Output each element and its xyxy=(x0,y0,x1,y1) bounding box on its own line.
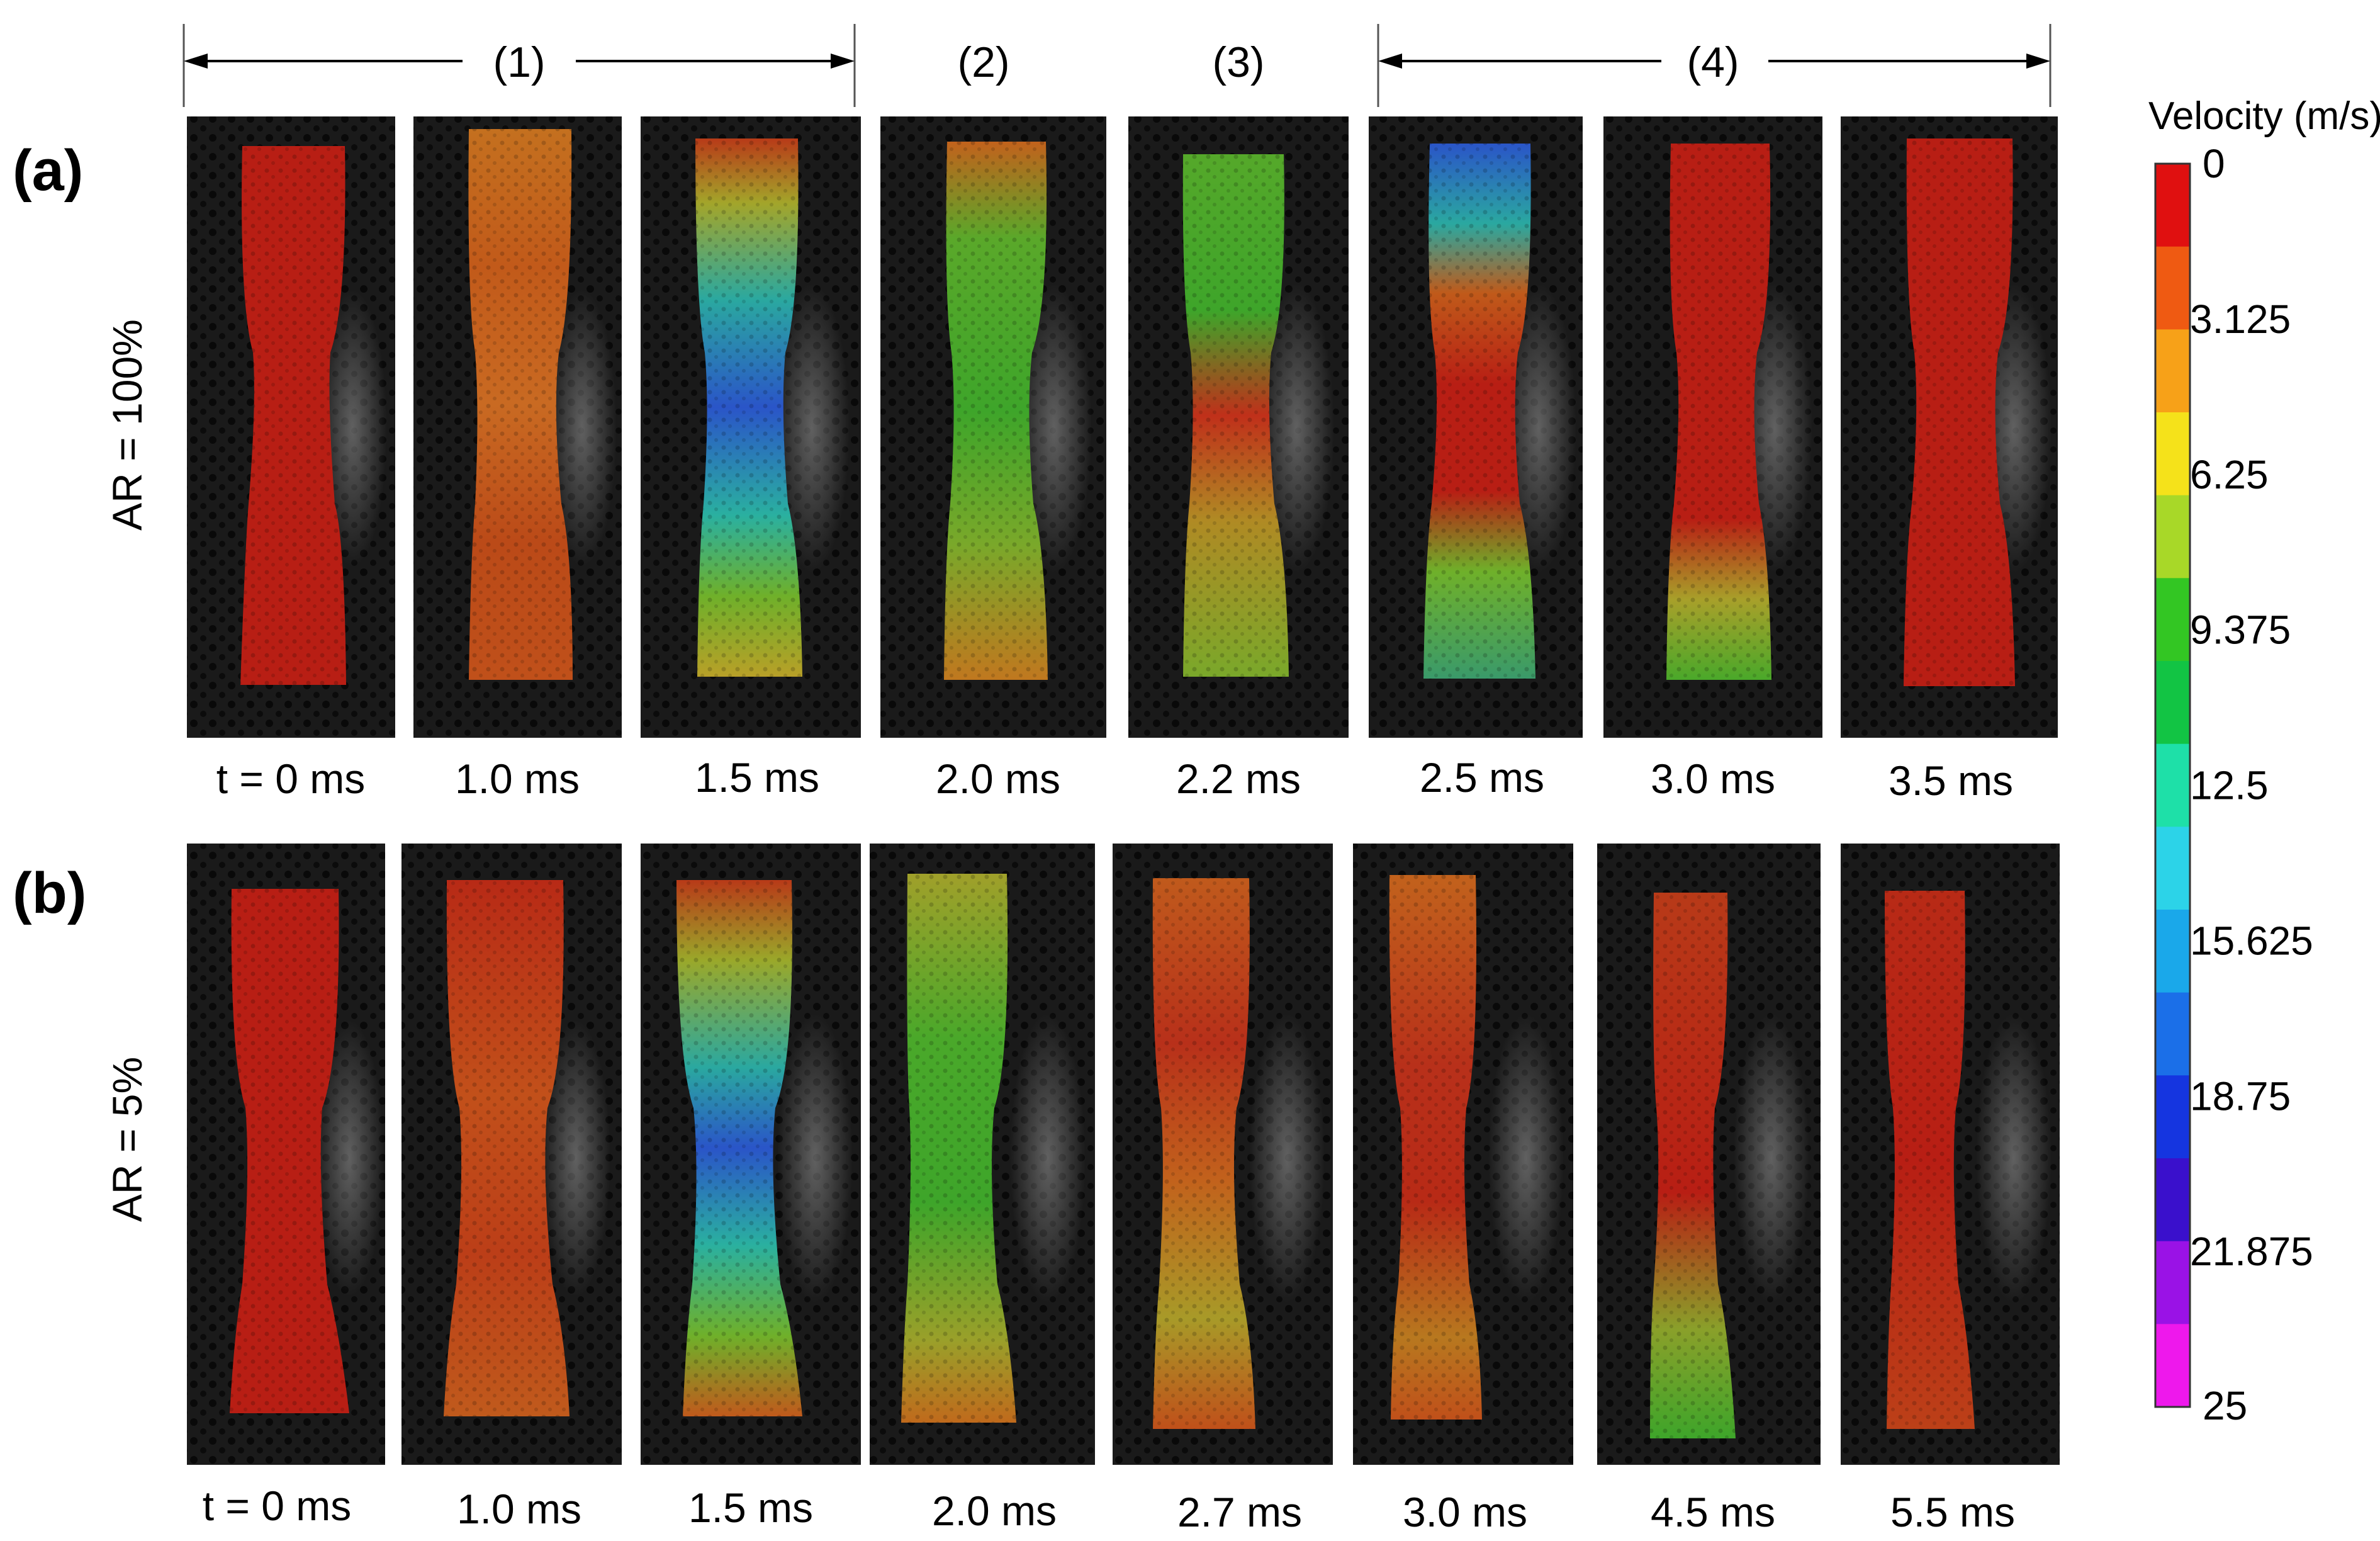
time-label-b-1: t = 0 ms xyxy=(203,1482,352,1529)
row-a-side-label: AR = 100% xyxy=(104,319,150,531)
colorbar-segment xyxy=(2155,743,2190,827)
colorbar-tick-label: 3.125 xyxy=(2190,296,2291,342)
colorbar-segments xyxy=(2155,164,2190,1408)
colorbar-tick-label: 18.75 xyxy=(2190,1073,2291,1119)
time-label-b-8: 5.5 ms xyxy=(1890,1489,2015,1535)
colorbar-tick-label: 12.5 xyxy=(2190,763,2269,808)
time-label-a-7: 3.0 ms xyxy=(1651,755,1775,802)
phase-2-label: (2) xyxy=(957,38,1009,86)
panel-b-7 xyxy=(1597,844,1821,1465)
time-label-b-6: 3.0 ms xyxy=(1403,1489,1527,1535)
time-label-a-4: 2.0 ms xyxy=(936,755,1060,802)
row-a-tag: (a) xyxy=(13,138,83,203)
phase-1-arrowhead-left xyxy=(184,54,208,69)
colorbar-segment xyxy=(2155,992,2190,1076)
row-b-side-label: AR = 5% xyxy=(104,1057,150,1222)
colorbar-segment xyxy=(2155,1324,2190,1408)
time-label-b-5: 2.7 ms xyxy=(1177,1489,1302,1535)
time-label-b-4: 2.0 ms xyxy=(932,1487,1057,1534)
panel-b-2 xyxy=(401,844,622,1465)
colorbar-segment xyxy=(2155,1241,2190,1324)
panel-a-8 xyxy=(1841,116,2058,738)
row-b-panels xyxy=(187,844,2060,1465)
panel-a-7 xyxy=(1603,116,1822,738)
phase-4-arrowhead-left xyxy=(1378,54,1402,69)
time-label-a-2: 1.0 ms xyxy=(455,755,580,802)
time-label-b-2: 1.0 ms xyxy=(457,1486,581,1532)
row-b-time-labels: t = 0 ms 1.0 ms 1.5 ms 2.0 ms 2.7 ms 3.0… xyxy=(203,1482,2015,1535)
colorbar: Velocity (m/s) 0 3.125 6.25 9.375 12.5 15.625… xyxy=(2148,94,2380,1428)
colorbar-segment xyxy=(2155,495,2190,579)
row-b-tag: (b) xyxy=(13,861,86,925)
time-label-b-3: 1.5 ms xyxy=(688,1484,813,1531)
colorbar-tick-label: 25 xyxy=(2203,1383,2247,1428)
colorbar-tick-label: 15.625 xyxy=(2190,918,2313,963)
panel-a-2 xyxy=(413,116,622,738)
colorbar-segment xyxy=(2155,412,2190,496)
phase-header: (1) (2) (3) (4) xyxy=(182,24,2052,107)
colorbar-segment xyxy=(2155,1158,2190,1242)
colorbar-segment xyxy=(2155,578,2190,662)
colorbar-tick-label: 6.25 xyxy=(2190,452,2269,497)
panel-a-1 xyxy=(187,116,395,738)
colorbar-tick-labels: 0 3.125 6.25 9.375 12.5 15.625 18.75 21.875 25 xyxy=(2190,141,2313,1428)
colorbar-title: Velocity (m/s) xyxy=(2148,94,2380,138)
colorbar-segment xyxy=(2155,910,2190,993)
panel-b-6 xyxy=(1353,844,1573,1465)
phase-4-arrowhead-right xyxy=(2026,54,2050,69)
colorbar-segment xyxy=(2155,827,2190,910)
panel-b-8 xyxy=(1841,844,2060,1465)
phase-1-label: (1) xyxy=(493,38,545,86)
colorbar-segment xyxy=(2155,246,2190,330)
colorbar-segment xyxy=(2155,329,2190,413)
row-a-time-labels: t = 0 ms 1.0 ms 1.5 ms 2.0 ms 2.2 ms 2.5… xyxy=(216,754,2013,804)
colorbar-tick-label: 21.875 xyxy=(2190,1229,2313,1274)
colorbar-segment xyxy=(2155,1075,2190,1159)
panel-a-3 xyxy=(641,116,861,738)
colorbar-tick-label: 0 xyxy=(2203,141,2225,186)
panel-b-4 xyxy=(870,844,1095,1465)
panel-b-5 xyxy=(1113,844,1333,1465)
phase-1-arrowhead-right xyxy=(831,54,855,69)
panel-b-1 xyxy=(187,844,385,1465)
phase-3-label: (3) xyxy=(1212,38,1264,86)
colorbar-frame xyxy=(2154,162,2191,1408)
colorbar-tick-label: 9.375 xyxy=(2190,607,2291,653)
time-label-a-6: 2.5 ms xyxy=(1420,754,1544,801)
time-label-a-5: 2.2 ms xyxy=(1176,755,1301,802)
panel-b-3 xyxy=(641,844,861,1465)
time-label-a-3: 1.5 ms xyxy=(695,754,819,801)
colorbar-segment xyxy=(2155,661,2190,745)
row-a-panels xyxy=(187,116,2058,738)
phase-4-label: (4) xyxy=(1687,38,1739,86)
colorbar-segment xyxy=(2155,164,2190,247)
panel-a-6 xyxy=(1369,116,1583,738)
time-label-a-1: t = 0 ms xyxy=(216,755,366,802)
time-label-a-8: 3.5 ms xyxy=(1889,757,2013,804)
time-label-b-7: 4.5 ms xyxy=(1651,1489,1775,1535)
panel-a-4 xyxy=(880,116,1106,738)
panel-a-5 xyxy=(1128,116,1349,738)
